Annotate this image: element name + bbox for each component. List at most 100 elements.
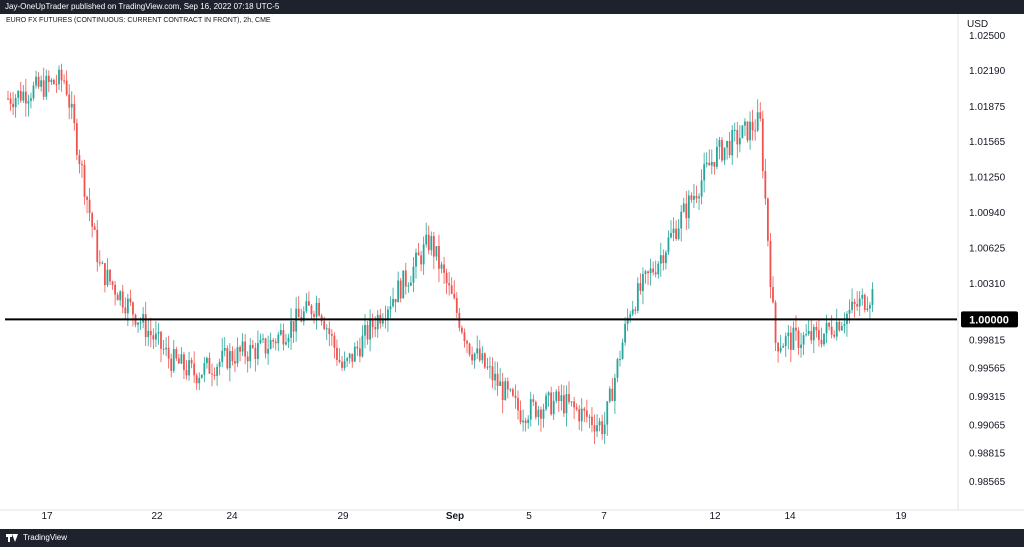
candle-body [716, 146, 718, 167]
candle-body [308, 301, 310, 306]
candle-body [736, 129, 739, 145]
price-axis[interactable]: 1.02500 1.02190 1.01875 1.01565 1.01250 1.009… [969, 31, 1006, 488]
candle-body [642, 273, 644, 291]
candle-body [208, 357, 211, 374]
candle-body [144, 314, 147, 338]
candle-body [843, 324, 846, 327]
candle-body [213, 374, 216, 376]
candle-body [376, 314, 379, 330]
candlestick-chart[interactable]: 1.00000 1.02500 1.02190 1.01875 1.01565 1.01… [0, 14, 1024, 529]
candle-body [812, 326, 815, 341]
candle-body [779, 347, 782, 352]
candle-body [282, 330, 285, 345]
y-tick-label: 1.00625 [969, 244, 1006, 255]
candle-body [445, 272, 448, 284]
candle-body [211, 373, 213, 375]
x-tick-label: 7 [601, 511, 607, 522]
candle-body [524, 420, 527, 424]
candle-body [157, 331, 160, 334]
candle-body [402, 270, 405, 299]
candle-body [88, 199, 91, 214]
candle-body [200, 374, 203, 378]
candle-body [560, 395, 563, 402]
candle-body [807, 330, 810, 335]
x-tick-label: 19 [895, 511, 907, 522]
candle-body [504, 381, 507, 401]
candle-body [792, 327, 795, 350]
candle-body [223, 348, 226, 351]
candle-body [708, 162, 711, 166]
candle-body [580, 408, 583, 422]
x-tick-label: 14 [784, 511, 796, 522]
y-tick-label: 0.99065 [969, 420, 1006, 431]
candle-body [476, 348, 479, 354]
candle-body [461, 327, 463, 333]
candle-body [440, 264, 443, 269]
candle-body [93, 226, 96, 230]
candle-body [517, 397, 519, 411]
candle-body [545, 395, 547, 410]
candle-body [420, 255, 422, 265]
candle-body [652, 268, 655, 273]
candle-body [24, 91, 27, 104]
candle-body [246, 356, 249, 362]
candle-body [810, 330, 813, 341]
candle-body [45, 75, 48, 97]
candle-body [302, 311, 305, 322]
candle-body [473, 353, 476, 361]
candle-body [392, 299, 394, 307]
candle-body [343, 360, 346, 368]
candle-body [869, 304, 871, 309]
candle-body [830, 326, 833, 335]
candle-body [718, 140, 721, 147]
candle-body [353, 346, 356, 362]
candle-body [249, 345, 252, 362]
x-tick-label: 12 [709, 511, 721, 522]
tradingview-logo-icon [6, 534, 19, 542]
candle-body [486, 366, 489, 368]
candle-body [782, 346, 785, 348]
candle-body [226, 348, 229, 369]
candle-body [111, 281, 114, 285]
candle-body [471, 354, 473, 361]
candle-body [37, 76, 40, 87]
candle-body [710, 161, 713, 166]
candle-body [27, 100, 30, 104]
candle-body [700, 180, 703, 197]
candle-body [310, 305, 313, 315]
candle-body [848, 309, 851, 314]
candle-body [563, 395, 565, 414]
candle-body [216, 366, 218, 376]
candle-body [175, 349, 178, 359]
candle-body [654, 272, 657, 275]
candle-body [863, 294, 866, 310]
candle-body [871, 289, 874, 305]
candle-body [797, 330, 800, 348]
candle-body [272, 340, 275, 342]
candle-body [802, 335, 805, 345]
time-axis[interactable]: 17 22 24 29 Sep 5 7 12 14 19 [41, 511, 907, 522]
candle-body [348, 353, 351, 359]
candle-body [777, 342, 779, 352]
candle-body [578, 409, 581, 422]
candle-body [685, 203, 688, 219]
x-tick-label: 24 [226, 511, 238, 522]
candle-body [639, 283, 642, 291]
candle-body [741, 125, 744, 139]
candle-body [17, 90, 20, 98]
chart-bg [0, 14, 1024, 529]
candle-body [381, 320, 384, 324]
candle-body [565, 394, 568, 414]
candle-body [351, 353, 354, 362]
candle-body [764, 171, 767, 199]
candle-body [132, 302, 134, 315]
candle-body [448, 283, 451, 286]
candle-body [657, 263, 660, 275]
candle-body [96, 229, 99, 263]
candle-body [251, 345, 254, 348]
candle-body [239, 347, 241, 352]
candle-body [534, 401, 537, 418]
candle-body [772, 287, 774, 303]
candle-body [73, 103, 76, 124]
candles [7, 63, 874, 445]
